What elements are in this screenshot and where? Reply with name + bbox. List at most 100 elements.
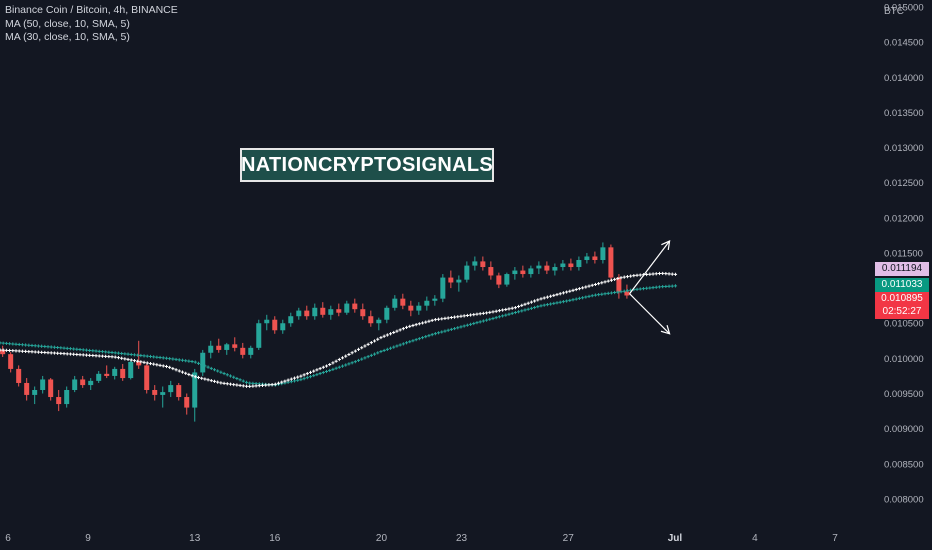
ma30-line-marker bbox=[600, 292, 604, 296]
ma30-line-marker bbox=[392, 345, 396, 349]
ma30-line-marker bbox=[645, 286, 649, 290]
ma30-line-marker bbox=[14, 342, 18, 346]
ma50-line-marker bbox=[571, 288, 575, 292]
candle bbox=[384, 305, 390, 324]
ma50-line-marker bbox=[8, 348, 12, 353]
moving-averages-layer bbox=[0, 271, 678, 388]
candle bbox=[312, 303, 318, 320]
ma30-line-marker bbox=[360, 357, 364, 361]
candle-body bbox=[264, 319, 270, 324]
ma50-line-marker bbox=[203, 377, 207, 381]
ma50-line-marker bbox=[433, 318, 437, 322]
candle-body bbox=[8, 354, 14, 369]
ma50-line-marker bbox=[276, 381, 281, 385]
ma30-line-marker bbox=[475, 321, 479, 325]
ma50-line-marker bbox=[395, 329, 399, 333]
candle-body bbox=[408, 305, 414, 311]
y-tick-label: 0.009000 bbox=[884, 424, 924, 435]
ma30-line-marker bbox=[180, 358, 185, 362]
ma50-line-marker bbox=[286, 378, 290, 382]
ma50-line-marker bbox=[248, 384, 252, 388]
ma30-line-marker bbox=[661, 285, 665, 289]
ma30-line-marker bbox=[11, 342, 15, 346]
ma30-line-marker bbox=[56, 345, 60, 350]
ma50-line-marker bbox=[376, 337, 380, 341]
candle bbox=[104, 365, 110, 379]
ma30-line-marker bbox=[565, 299, 569, 303]
ma30-legend[interactable]: MA (30, close, 10, SMA, 5) bbox=[5, 31, 130, 43]
ma30-line-marker bbox=[533, 305, 537, 310]
y-tick-label: 0.013000 bbox=[884, 143, 924, 154]
ma50-line-marker bbox=[372, 339, 377, 343]
ma50-line-marker bbox=[318, 366, 322, 371]
ma50-line-marker bbox=[120, 356, 124, 360]
time-axis[interactable]: 6 9 13 16 20 23 27 Jul 4 7 bbox=[5, 533, 838, 544]
candle-body bbox=[280, 323, 286, 331]
ma30-line-marker bbox=[430, 333, 434, 337]
x-tick-label: 27 bbox=[563, 533, 575, 544]
candle bbox=[248, 345, 254, 359]
candle-body bbox=[208, 345, 214, 353]
ma50-line-marker bbox=[1, 348, 5, 352]
ma50-line-marker bbox=[430, 318, 434, 323]
candle bbox=[264, 314, 270, 331]
ma30-line-marker bbox=[616, 290, 620, 294]
ma30-line-marker bbox=[65, 346, 69, 350]
candle bbox=[336, 303, 342, 317]
candle bbox=[288, 312, 294, 327]
ma50-line-marker bbox=[331, 361, 335, 365]
ma50-line-marker bbox=[244, 384, 249, 388]
candle bbox=[200, 349, 206, 376]
symbol-title[interactable]: Binance Coin / Bitcoin, 4h, BINANCE bbox=[5, 4, 178, 16]
ma30-line-marker bbox=[581, 296, 585, 300]
candle bbox=[536, 261, 542, 275]
ma30-line-marker bbox=[8, 342, 12, 346]
ma50-line-marker bbox=[347, 352, 351, 357]
ma50-legend[interactable]: MA (50, close, 10, SMA, 5) bbox=[5, 17, 130, 30]
ma30-line-marker bbox=[478, 320, 482, 324]
ma50-line-marker bbox=[344, 354, 348, 358]
ma30-line-marker bbox=[139, 353, 143, 358]
arrow[interactable] bbox=[629, 293, 671, 335]
ma30-line-marker bbox=[91, 349, 95, 353]
watermark-banner: NATIONCRYPTOSIGNALS bbox=[240, 148, 494, 182]
candle bbox=[272, 316, 278, 334]
ma30-line-marker bbox=[203, 364, 207, 368]
ma30-line-marker bbox=[292, 379, 297, 383]
ma50-line-marker bbox=[475, 312, 479, 316]
ma30-line-marker bbox=[187, 359, 191, 363]
candle bbox=[504, 272, 510, 287]
candle bbox=[240, 342, 246, 359]
ma30-line-marker bbox=[241, 379, 245, 383]
candle-body bbox=[272, 319, 278, 331]
ma50-line-marker bbox=[488, 310, 492, 315]
candle bbox=[496, 272, 502, 289]
ma30-line-marker bbox=[507, 312, 511, 316]
ma50-line-marker bbox=[587, 284, 591, 288]
candle-body bbox=[528, 268, 534, 275]
ma30-line-marker bbox=[340, 364, 345, 368]
ma50-line-marker bbox=[414, 323, 418, 327]
ma30-line-marker bbox=[465, 323, 469, 327]
ma50-line-marker bbox=[401, 327, 405, 331]
ma30-line-marker bbox=[510, 311, 514, 316]
ma30-line-marker bbox=[27, 343, 31, 347]
ma30-line-marker bbox=[481, 319, 485, 323]
ma50-line-marker bbox=[622, 275, 626, 279]
ma30-line-marker bbox=[4, 341, 9, 346]
ma30-line-marker bbox=[414, 338, 418, 342]
ma50-line-marker bbox=[4, 348, 9, 352]
ma30-line-marker bbox=[161, 356, 165, 360]
axis-currency-label: BTC bbox=[884, 6, 904, 17]
candle-body bbox=[104, 373, 110, 376]
ma50-line-marker bbox=[436, 317, 441, 321]
arrow[interactable] bbox=[629, 240, 671, 295]
price-axis[interactable]: 0.015000 0.014500 0.014000 0.013500 0.013000… bbox=[884, 3, 924, 506]
candle-body bbox=[184, 397, 190, 408]
ma30-line-marker bbox=[561, 300, 566, 304]
ma30-line-marker bbox=[590, 294, 594, 298]
ma30-line-marker bbox=[577, 296, 582, 300]
ma30-line-marker bbox=[225, 373, 229, 377]
ma50-line-marker bbox=[30, 350, 34, 354]
